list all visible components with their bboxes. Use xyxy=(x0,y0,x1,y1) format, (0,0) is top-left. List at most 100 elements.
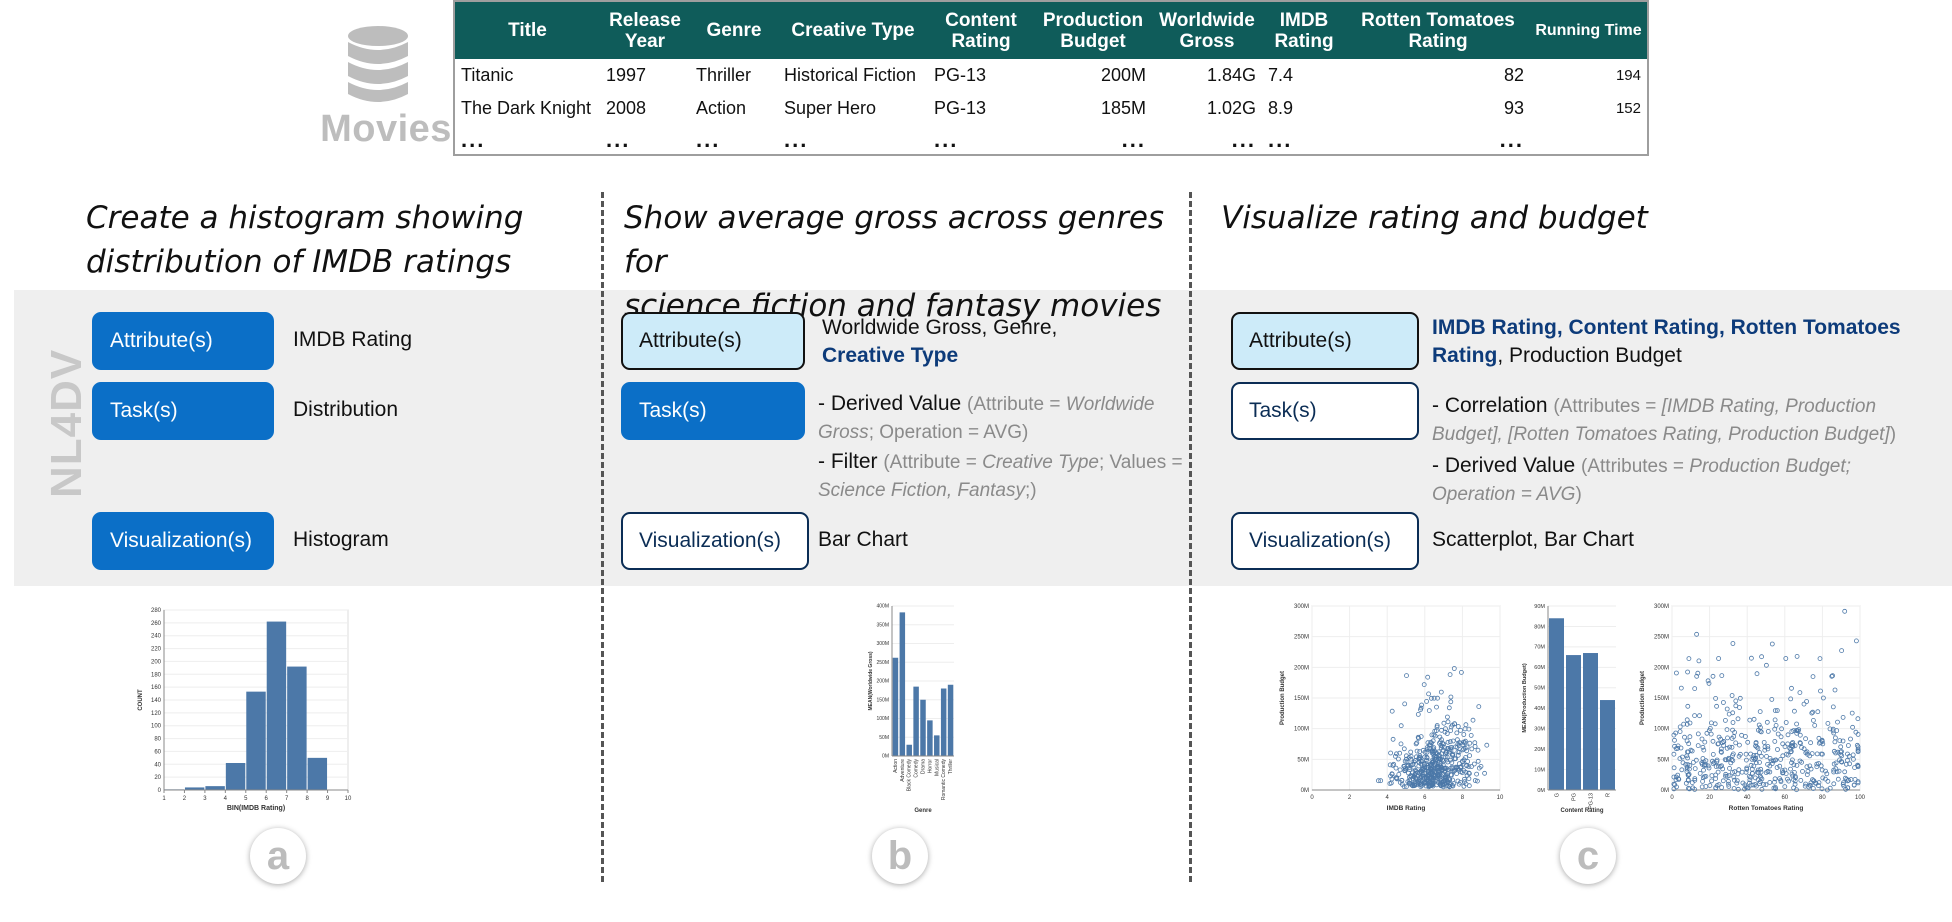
y-tick-label: 240 xyxy=(151,634,162,640)
scatter-point xyxy=(1819,737,1825,743)
scatter-point xyxy=(1410,761,1416,767)
scatter-point xyxy=(1831,761,1837,767)
y-tick-label: 300M xyxy=(876,641,889,647)
attributes-highlight: Rating xyxy=(1432,344,1498,367)
scatter-point xyxy=(1472,740,1478,746)
scatter-point xyxy=(1780,769,1786,775)
scatter-point xyxy=(1753,752,1759,758)
content-rating-bar xyxy=(1566,655,1581,790)
scatter-point xyxy=(1455,724,1461,729)
scatter-point xyxy=(1825,778,1831,784)
scatter-point xyxy=(1744,757,1749,763)
scatter-point xyxy=(1687,786,1692,792)
scatter-point xyxy=(1805,768,1811,774)
scatter-point xyxy=(1414,740,1420,746)
scatter-point xyxy=(1697,770,1703,776)
y-tick-label: 10M xyxy=(1534,767,1545,773)
scatter-point xyxy=(1829,673,1835,679)
scatter-point xyxy=(1832,739,1838,745)
scatter-point xyxy=(1460,742,1465,748)
genre-bar xyxy=(892,657,899,756)
scatter-point xyxy=(1785,741,1791,747)
y-tick-label: 200M xyxy=(1654,665,1669,671)
scatter-point xyxy=(1790,740,1796,745)
genre-bar xyxy=(934,735,940,756)
y-axis-title: Production Budget xyxy=(1640,671,1646,725)
scatter-point xyxy=(1772,776,1778,782)
genre-bar xyxy=(899,612,906,756)
scatter-point xyxy=(1443,783,1449,789)
x-tick-label: G xyxy=(1555,793,1561,797)
scatter-point xyxy=(1730,758,1736,764)
scatter-point xyxy=(1461,768,1467,774)
scatter-point xyxy=(1825,721,1831,726)
scatter-point xyxy=(1749,655,1754,661)
scatter-point xyxy=(1446,777,1452,783)
scatter-point xyxy=(1446,749,1452,755)
scatter-point xyxy=(1408,774,1414,780)
scatter-point xyxy=(1850,756,1856,762)
scatter-point xyxy=(1839,753,1845,759)
scatter-point xyxy=(1406,754,1412,760)
scatter-point xyxy=(1757,759,1762,765)
column-header: Worldwide Gross xyxy=(1152,1,1262,59)
task-name: - Correlation xyxy=(1432,394,1548,417)
scatter-point xyxy=(1764,719,1770,725)
scatter-point xyxy=(1838,749,1844,755)
scatter-point xyxy=(1412,783,1418,789)
scatter-point xyxy=(1441,741,1446,747)
table-cell: ... xyxy=(1268,126,1293,152)
scatter-point xyxy=(1671,765,1677,771)
scatter-point xyxy=(1444,714,1450,720)
scatter-point xyxy=(1782,744,1788,750)
scatter-point xyxy=(1448,728,1454,734)
scatter-point xyxy=(1757,725,1763,730)
scatter-point xyxy=(1815,709,1821,715)
histogram-bar xyxy=(225,763,246,790)
scatter-point xyxy=(1778,779,1784,785)
scatter-point xyxy=(1463,722,1469,728)
task-detail: (Attribute = Creative Type; Values = Sci… xyxy=(818,452,1183,501)
visualizations-value-c: Scatterplot, Bar Chart xyxy=(1432,528,1634,551)
x-tick-label: 10 xyxy=(1497,795,1504,801)
scatter-point xyxy=(1763,782,1769,788)
scatter-point xyxy=(1751,716,1757,722)
scatter-point xyxy=(1840,738,1846,744)
task-detail-attr: Worldwide Gross xyxy=(818,394,1155,443)
y-axis-title: MEAN(Production Budget) xyxy=(1522,663,1528,733)
scatter-point xyxy=(1739,732,1744,738)
scatter-point xyxy=(1789,757,1795,763)
scatter-point xyxy=(1418,784,1424,790)
scatter-point xyxy=(1762,747,1768,753)
scatter-point xyxy=(1714,757,1720,763)
scatter-point xyxy=(1412,767,1418,773)
y-tick-label: 0M xyxy=(1661,788,1669,794)
scatter-point xyxy=(1765,743,1771,749)
x-axis-title: IMDB Rating xyxy=(1387,805,1426,812)
scatter-point xyxy=(1441,758,1447,764)
scatter-point xyxy=(1855,744,1861,750)
y-tick-label: 100M xyxy=(876,716,889,722)
scatter-point xyxy=(1428,783,1434,789)
x-tick-label: R xyxy=(1606,793,1612,797)
table-cell: ... xyxy=(606,126,631,152)
scatter-point xyxy=(1794,654,1800,659)
scatter-point xyxy=(1804,772,1810,778)
scatter-point xyxy=(1832,735,1838,741)
scatter-point xyxy=(1684,753,1690,759)
scatter-point xyxy=(1745,739,1751,745)
y-tick-label: 180 xyxy=(151,672,162,678)
scatter-point xyxy=(1472,778,1478,783)
scatter-point xyxy=(1444,731,1450,736)
histogram-bar xyxy=(184,787,205,790)
genre-bar xyxy=(913,686,919,756)
task-detail-text: ) xyxy=(1889,424,1897,445)
histogram-bar xyxy=(205,786,225,790)
scatter-point xyxy=(1804,764,1810,770)
histogram-bar xyxy=(266,621,287,790)
scatter-point xyxy=(1475,758,1481,764)
x-tick-label: 1 xyxy=(162,796,166,802)
scatter-point xyxy=(1846,777,1852,783)
scatter-point xyxy=(1405,770,1411,776)
table-cell: Thriller xyxy=(696,65,752,85)
